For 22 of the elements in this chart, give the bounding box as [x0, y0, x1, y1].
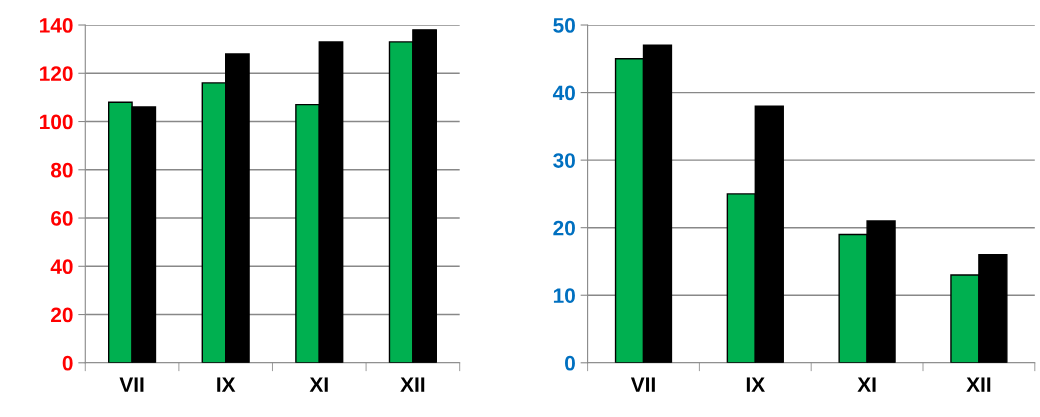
y-tick-label: 100 — [40, 114, 73, 130]
y-tick-label: 40 — [50, 259, 73, 275]
x-tick-label: VII — [630, 377, 655, 392]
y-tick-label: 140 — [40, 18, 73, 33]
y-tick-label: 20 — [553, 220, 575, 236]
y-tick-label: 30 — [553, 153, 575, 168]
y-tick-label: 40 — [552, 85, 575, 101]
x-tick-label: XI — [857, 377, 876, 392]
y-tick-label: 50 — [553, 18, 575, 33]
y-tick-label: 60 — [51, 211, 73, 226]
y-tick-label: 10 — [553, 288, 575, 303]
x-tick-label: VII — [119, 377, 144, 392]
x-tick-label: XII — [400, 377, 425, 392]
x-tick-label: XI — [309, 377, 328, 392]
y-tick-label: 0 — [62, 355, 73, 371]
y-tick-label: 20 — [51, 307, 73, 323]
y-tick-label: 120 — [40, 66, 73, 82]
x-tick-label: IX — [746, 377, 765, 392]
x-tick-label: IX — [217, 377, 236, 392]
y-tick-label: 80 — [50, 162, 73, 178]
y-tick-label: 0 — [565, 355, 575, 371]
x-tick-label: XII — [966, 377, 991, 392]
